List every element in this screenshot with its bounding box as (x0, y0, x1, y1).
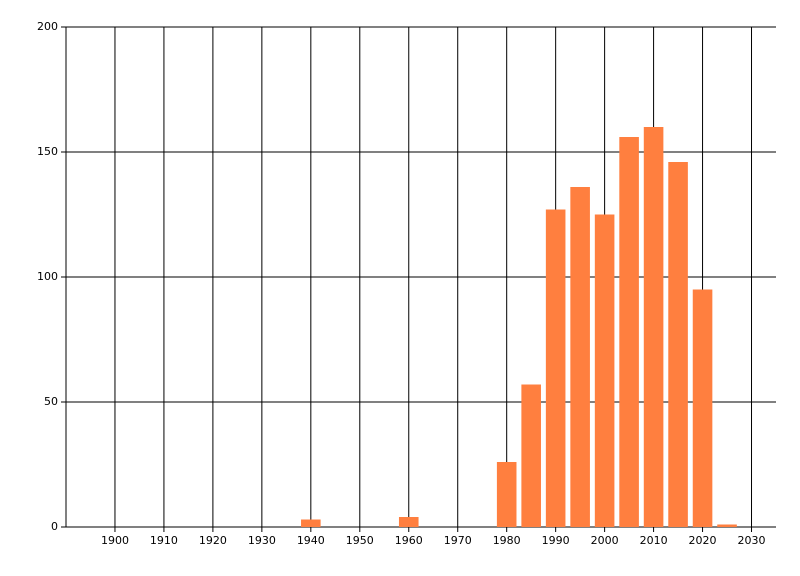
bar (570, 187, 590, 527)
bar (643, 127, 664, 527)
bar (521, 384, 541, 527)
y-tick-label: 50 (44, 395, 58, 408)
bar (398, 517, 419, 527)
x-tick-label: 1980 (493, 534, 521, 547)
x-tick-label: 1940 (297, 534, 325, 547)
y-tick-label: 0 (51, 520, 58, 533)
x-tick-label: 2020 (689, 534, 717, 547)
bar (301, 519, 321, 527)
bar (717, 524, 737, 527)
bar (692, 289, 713, 527)
x-tick-label: 1910 (150, 534, 178, 547)
x-tick-label: 1920 (199, 534, 227, 547)
bar (619, 137, 639, 527)
x-tick-label: 1960 (395, 534, 423, 547)
x-tick-label: 2000 (591, 534, 619, 547)
bar (668, 162, 688, 527)
x-tick-label: 1930 (248, 534, 276, 547)
x-tick-label: 2030 (738, 534, 766, 547)
bar (545, 209, 566, 527)
x-tick-label: 1970 (444, 534, 472, 547)
x-tick-label: 2010 (640, 534, 668, 547)
y-tick-label: 100 (37, 270, 58, 283)
x-tick-label: 1900 (101, 534, 129, 547)
y-tick-label: 150 (37, 145, 58, 158)
bar (594, 214, 615, 527)
y-tick-label: 200 (37, 20, 58, 33)
x-tick-label: 1950 (346, 534, 374, 547)
bar (496, 462, 517, 527)
x-tick-label: 1990 (542, 534, 570, 547)
